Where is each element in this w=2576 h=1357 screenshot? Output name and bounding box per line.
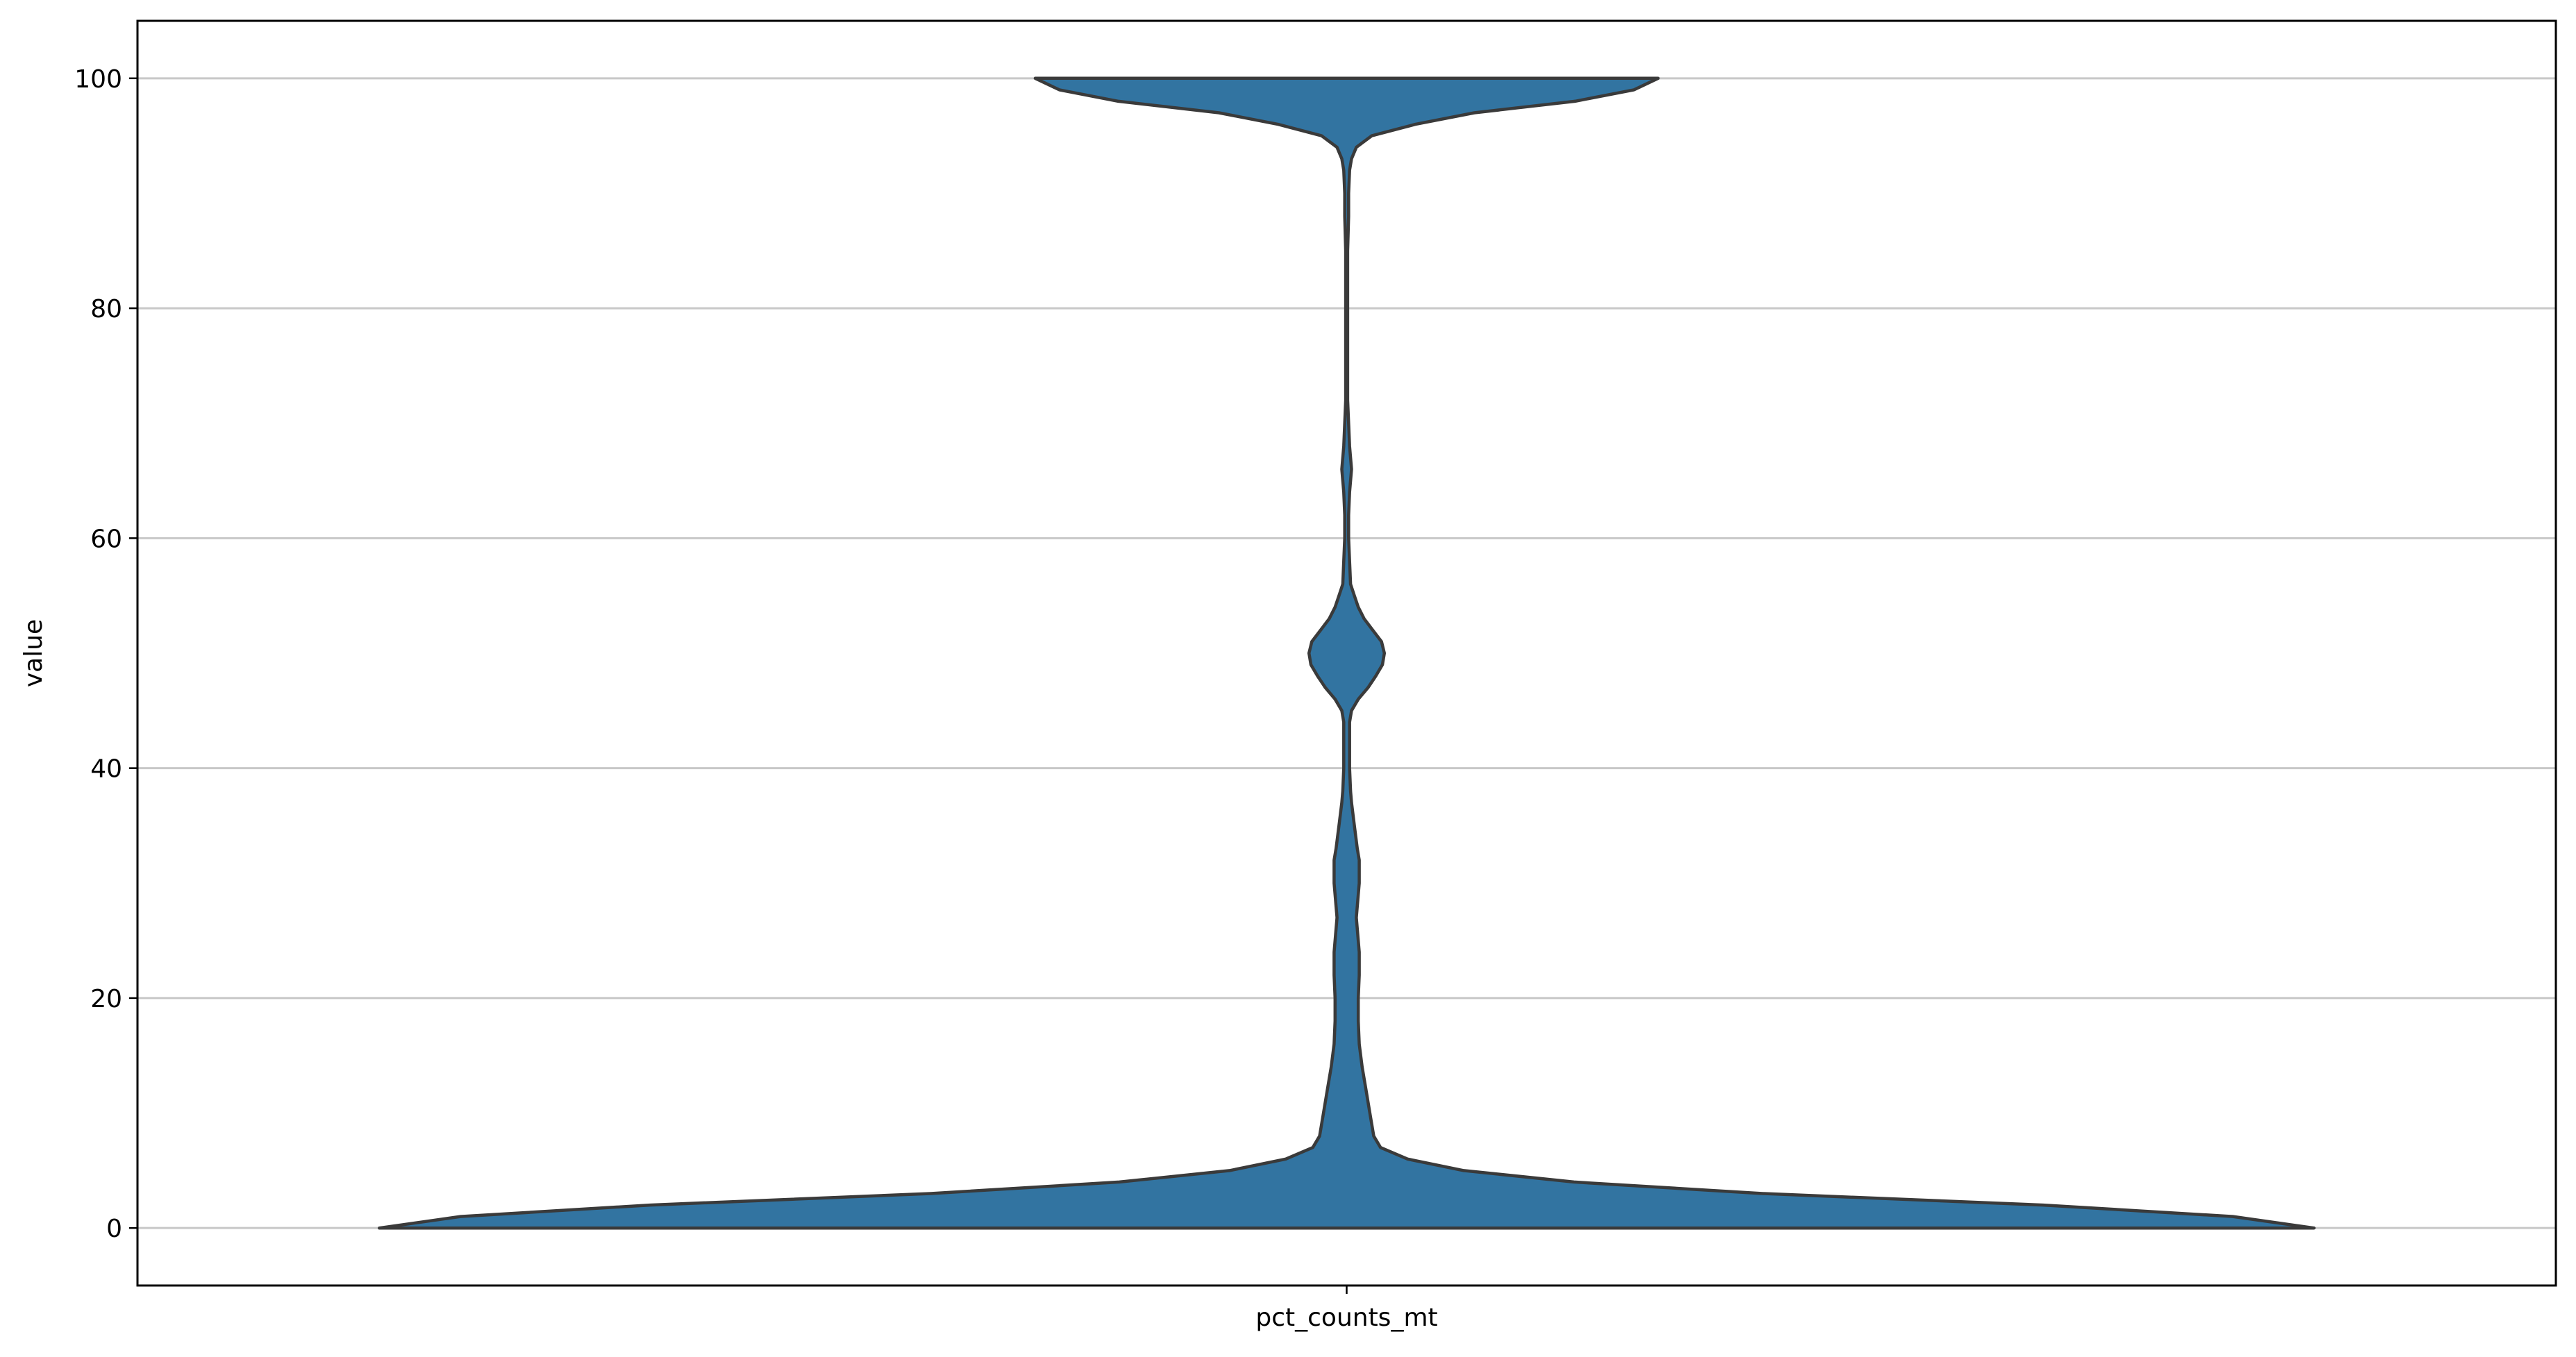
y-tick-label: 40: [90, 755, 122, 784]
y-tick-label: 0: [106, 1215, 122, 1243]
y-axis: 0 20 40 60 80 100: [74, 65, 137, 1243]
y-tick-label: 100: [74, 65, 122, 94]
y-tick-label: 20: [90, 985, 122, 1013]
x-tick-label: pct_counts_mt: [1255, 1304, 1437, 1332]
violin-group: [378, 76, 2316, 1230]
y-tick-label: 60: [90, 525, 122, 553]
violin-pct_counts_mt: [378, 76, 2316, 1230]
x-axis: pct_counts_mt: [1255, 1286, 1438, 1332]
y-tick-label: 80: [90, 295, 122, 323]
y-axis-title: value: [19, 619, 48, 687]
